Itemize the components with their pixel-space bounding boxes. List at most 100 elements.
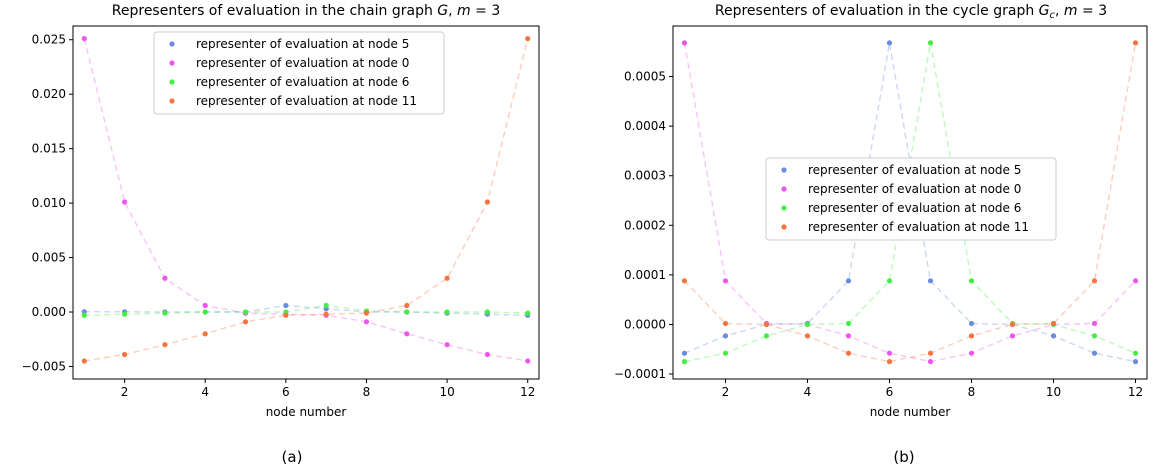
data-point — [1132, 359, 1139, 365]
y-tick-label: 0.0000 — [624, 317, 666, 331]
data-point — [886, 350, 893, 356]
data-point — [1091, 320, 1098, 327]
data-point — [323, 311, 329, 317]
y-tick-label: 0.0001 — [624, 268, 666, 282]
data-point — [81, 309, 87, 315]
y-tick-label: 0.0004 — [624, 119, 666, 133]
data-point — [804, 321, 811, 328]
legend-marker — [169, 98, 175, 104]
legend-entry-label: representer of evaluation at node 6 — [808, 201, 1021, 215]
legend-marker — [169, 41, 175, 47]
data-point — [763, 333, 770, 339]
data-point — [886, 278, 893, 284]
legend-entry-label: representer of evaluation at node 0 — [196, 56, 409, 70]
plot-layer — [681, 40, 1139, 365]
legend-entry-label: representer of evaluation at node 11 — [808, 220, 1029, 234]
data-point — [242, 319, 249, 325]
series-line — [684, 42, 1136, 363]
data-point — [525, 36, 531, 42]
x-tick-label: 8 — [363, 385, 371, 399]
y-tick-label: 0.0002 — [624, 218, 666, 232]
x-tick-label: 2 — [121, 385, 129, 399]
data-point — [202, 302, 208, 309]
series-line — [683, 42, 1137, 363]
data-point — [525, 310, 531, 316]
y-tick-label: 0.015 — [32, 142, 66, 156]
legend-entry-label: representer of evaluation at node 6 — [196, 75, 409, 89]
data-point — [363, 319, 370, 325]
chart-panel-chain-graph: Representers of evaluation in the chain … — [22, 3, 540, 466]
y-tick-label: 0.020 — [32, 87, 66, 101]
data-point — [722, 320, 729, 327]
y-tick-label: −0.0001 — [614, 367, 666, 381]
series-line — [84, 38, 529, 362]
x-tick-label: 2 — [722, 385, 730, 399]
legend: representer of evaluation at node 5 repre… — [765, 157, 1057, 241]
data-point — [404, 331, 410, 337]
data-point — [968, 278, 975, 284]
data-point — [363, 310, 370, 316]
panel-label-a: (a) — [282, 448, 303, 466]
data-point — [968, 320, 975, 327]
series-line — [683, 42, 1137, 363]
data-point — [1132, 40, 1139, 46]
plot-layer — [81, 36, 531, 364]
legend-entry-label: representer of evaluation at node 5 — [196, 37, 409, 51]
axes-frame — [672, 25, 1148, 380]
data-point — [1091, 278, 1098, 284]
data-point — [444, 275, 450, 281]
data-point — [484, 309, 491, 315]
legend: representer of evaluation at node 5 repre… — [153, 31, 445, 115]
legend-box — [765, 157, 1057, 241]
x-tick-label: 4 — [201, 385, 209, 399]
x-tick-label: 12 — [520, 385, 535, 399]
x-axis-label: node number — [266, 405, 347, 419]
data-point — [404, 302, 410, 309]
data-point — [722, 350, 729, 356]
data-point — [162, 275, 168, 281]
legend-entry-label: representer of evaluation at node 11 — [196, 94, 417, 108]
data-point — [681, 359, 688, 365]
data-point — [1009, 321, 1016, 328]
series-line — [84, 304, 528, 316]
data-point — [404, 309, 410, 315]
series-line — [83, 38, 528, 362]
data-point — [927, 278, 934, 284]
chart-panel-cycle-graph: Representers of evaluation in the cycle … — [614, 3, 1148, 466]
y-tick-label: −0.005 — [22, 359, 66, 373]
y-tick-label: 0.000 — [32, 305, 66, 319]
data-point — [722, 333, 729, 339]
data-point — [444, 342, 450, 348]
data-point — [845, 320, 852, 327]
legend-marker — [781, 224, 787, 230]
data-point — [927, 359, 934, 365]
x-tick-label: 8 — [968, 385, 976, 399]
data-point — [927, 350, 934, 356]
legend-box — [153, 31, 445, 115]
x-tick-label: 12 — [1128, 385, 1143, 399]
data-point — [81, 358, 87, 364]
y-tick-label: 0.010 — [32, 196, 66, 210]
data-point — [283, 302, 289, 309]
data-point — [444, 309, 450, 315]
data-point — [323, 302, 329, 309]
data-point — [1132, 278, 1139, 284]
x-tick-label: 10 — [439, 385, 454, 399]
data-point — [202, 331, 208, 337]
data-point — [1132, 350, 1139, 356]
ticks-layer: 2 4 6 8 10 12 −0.005 0.000 0.005 0.010 0.015 0.020 0… — [22, 33, 536, 399]
data-point — [968, 350, 975, 356]
x-tick-label: 6 — [282, 385, 290, 399]
data-point — [121, 199, 128, 205]
data-point — [845, 350, 852, 356]
ticks-layer: 2 4 6 8 10 12 −0.0001 0.0000 0.0001 0.0002 0.0003 0… — [614, 70, 1143, 399]
data-point — [804, 333, 811, 339]
data-point — [763, 321, 770, 328]
data-point — [81, 36, 87, 42]
legend-marker — [781, 205, 787, 211]
data-point — [242, 309, 249, 315]
y-tick-label: 0.005 — [32, 251, 66, 265]
legend-entry-label: representer of evaluation at node 5 — [808, 163, 1021, 177]
data-point — [121, 311, 128, 317]
